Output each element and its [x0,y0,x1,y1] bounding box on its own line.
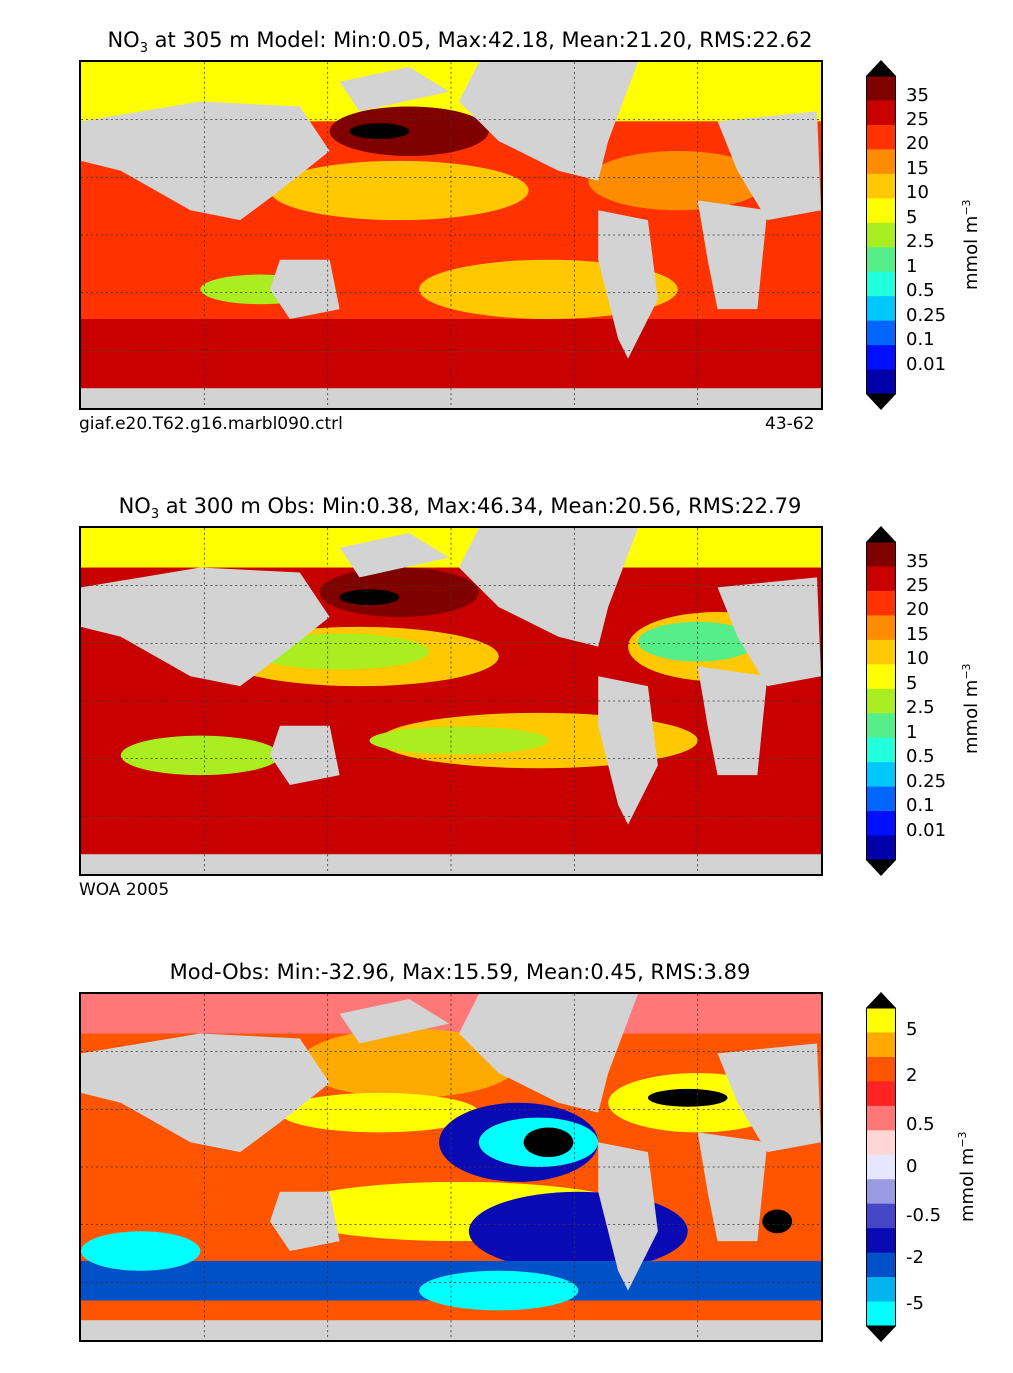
panel-2-caption-left: WOA 2005 [79,880,170,900]
panel-3-colorbar [866,992,896,1342]
colorbar-segment [866,1203,896,1229]
map-panel-difference [79,992,823,1342]
colorbar-segment [866,786,896,812]
colorbar-segment [866,639,896,665]
colorbar-segment [866,835,896,861]
colorbar-tick-label: 0.5 [906,280,935,302]
panel-1-caption-right: 43-62 [765,414,815,434]
colorbar-segment [866,124,896,150]
panel-1-colorbar-unit: mmol m−3 [960,199,982,290]
colorbar-segment [866,1008,896,1033]
colorbar-tick-label: 0.5 [906,746,935,768]
panel-1-caption-left: giaf.e20.T62.g16.marbl090.ctrl [79,414,343,434]
map-panel-model [79,60,823,410]
colorbar-tick-label: -2 [906,1246,924,1268]
colorbar-tick-label: 0.5 [906,1114,935,1136]
colorbar-segment [866,369,896,395]
colorbar-segment [866,100,896,126]
colorbar-tick-label: 1 [906,721,918,743]
panel-2-colorbar [866,526,896,876]
colorbar-segment [866,222,896,248]
colorbar-tick-label: 0.1 [906,329,935,351]
map-panel-obs [79,526,823,876]
grid-lines [81,62,821,408]
panel-3-title: Mod-Obs: Min:-32.96, Max:15.59, Mean:0.4… [169,960,751,984]
colorbar-segment [866,345,896,371]
colorbar-tick-label: 5 [906,206,918,228]
colorbar-tick-label: 0.01 [906,353,947,375]
colorbar-segment [866,173,896,199]
colorbar-segment [866,320,896,346]
colorbar-tick-label: 2.5 [906,697,935,719]
model-map-svg [81,62,821,408]
colorbar-segment [866,1032,896,1058]
panel-2-title: NO3 at 300 m Obs: Min:0.38, Max:46.34, M… [118,494,802,523]
colorbar-tick-label: 5 [906,1019,918,1040]
colorbar-segment [866,271,896,297]
colorbar-tick-label: 20 [906,133,929,155]
colorbar-tick-label: 25 [906,109,929,131]
colorbar-tick-label: 15 [906,157,929,179]
colorbar-segment [866,615,896,641]
colorbar-top-arrow [866,60,896,76]
colorbar-tick-label: 15 [906,623,929,645]
panel-1-title: NO3 at 305 m Model: Min:0.05, Max:42.18,… [107,28,813,57]
colorbar-tick-label: 0.1 [906,795,935,817]
colorbar-segment [866,737,896,763]
colorbar-top-arrow [866,992,896,1008]
colorbar-bottom-arrow [866,860,896,876]
colorbar-1-svg [866,60,896,410]
colorbar-tick-label: 25 [906,575,929,597]
colorbar-segment [866,1179,896,1205]
colorbar-segment [866,590,896,616]
colorbar-tick-label: 1 [906,255,918,277]
colorbar-tick-label: 2 [906,1065,918,1087]
colorbar-tick-label: -0.5 [906,1204,942,1226]
colorbar-segment [866,1228,896,1254]
colorbar-segment [866,198,896,224]
colorbar-segment [866,762,896,788]
colorbar-segment [866,1301,896,1327]
panel-1-colorbar [866,60,896,410]
colorbar-segment [866,1056,896,1082]
colorbar-2-svg [866,526,896,876]
panel-2-colorbar-unit: mmol m−3 [960,663,982,754]
colorbar-segment [866,664,896,690]
colorbar-segment [866,1081,896,1107]
colorbar-tick-label: 0.25 [906,770,947,792]
colorbar-tick-label: 2.5 [906,231,935,253]
colorbar-segment [866,1130,896,1156]
colorbar-tick-label: 0.25 [906,304,947,326]
colorbar-tick-label: 5 [906,672,918,694]
obs-map-svg [81,528,821,874]
colorbar-tick-label: -5 [906,1292,924,1314]
colorbar-tick-label: 35 [906,550,929,572]
diff-map-svg [81,994,821,1340]
colorbar-segment [866,76,896,101]
colorbar-tick-label: 10 [906,182,929,204]
colorbar-tick-label: 20 [906,599,929,621]
colorbar-tick-label: 0.01 [906,819,947,841]
colorbar-3-svg [866,992,896,1342]
colorbar-segment [866,296,896,322]
colorbar-segment [866,688,896,714]
colorbar-top-arrow [866,526,896,542]
panel-3-colorbar-unit: mmol m−3 [956,1131,978,1222]
colorbar-tick-label: 10 [906,648,929,670]
colorbar-segment [866,247,896,273]
colorbar-segment [866,1277,896,1303]
colorbar-segment [866,1105,896,1131]
colorbar-segment [866,149,896,175]
colorbar-tick-label: 35 [906,84,929,106]
colorbar-bottom-arrow [866,1326,896,1342]
colorbar-bottom-arrow [866,394,896,410]
colorbar-tick-label: 0 [906,1156,918,1177]
colorbar-segment [866,1252,896,1278]
colorbar-segment [866,542,896,567]
colorbar-segment [866,713,896,739]
colorbar-segment [866,1154,896,1180]
colorbar-segment [866,566,896,592]
colorbar-segment [866,811,896,837]
